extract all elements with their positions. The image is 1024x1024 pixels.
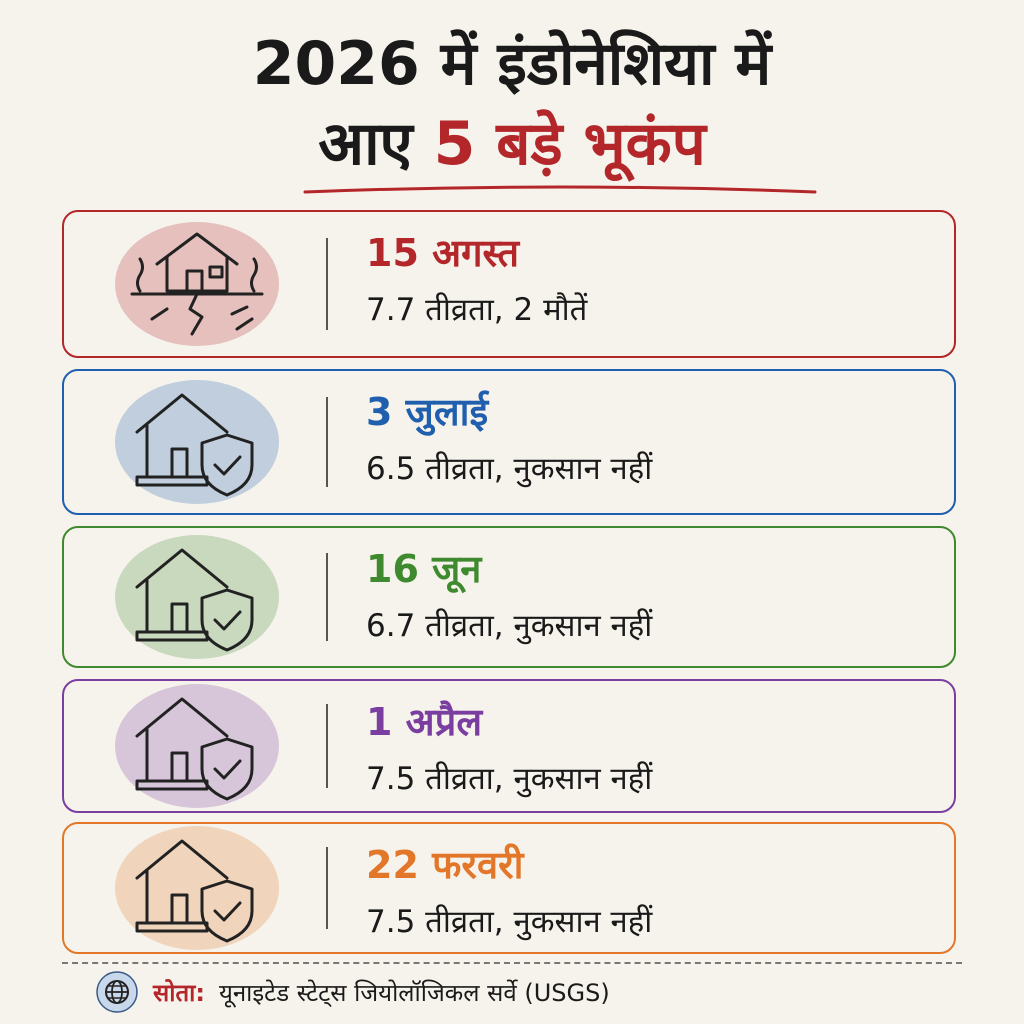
card-icon [115,380,279,504]
check [213,610,242,631]
divider [326,396,328,488]
source-text: यूनाइटेड स्टेट्स जियोलॉजिकल सर्वे (USGS) [218,978,610,1007]
divider [326,704,328,788]
card: 16 जून 6.7 तीव्रता, नुकसान नहीं [62,526,956,668]
card-detail: 6.7 तीव्रता, नुकसान नहीं [366,608,653,644]
card-detail: 7.7 तीव्रता, 2 मौतें [366,292,588,328]
card: 3 जुलाई 6.5 तीव्रता, नुकसान नहीं [62,369,956,515]
divider [326,237,328,331]
divider [326,847,328,929]
icon-bg [115,826,279,950]
card: 1 अप्रैल 7.5 तीव्रता, नुकसान नहीं [62,679,956,813]
check [213,455,242,476]
card-date: 1 अप्रैल [366,700,483,744]
house [155,232,239,293]
card: 22 फरवरी 7.5 तीव्रता, नुकसान नहीं [62,822,956,954]
card-date: 16 जून [366,547,482,591]
globe-icon [96,971,138,1013]
shield [200,588,254,652]
card-date: 22 फरवरी [366,843,524,887]
card-detail: 6.5 तीव्रता, नुकसान नहीं [366,451,653,487]
card-detail: 7.5 तीव्रता, नुकसान नहीं [366,761,653,797]
source: सोता: यूनाइटेड स्टेट्स जियोलॉजिकल सर्वे … [95,970,610,1014]
card-icon [115,222,279,346]
source-label: सोता: [153,978,205,1007]
shield [200,737,254,801]
title-underline [303,185,817,194]
divider [62,962,962,964]
house [135,839,229,933]
house [135,393,229,487]
card-icon [115,535,279,659]
title-prefix: आए [318,109,413,179]
shield [200,879,254,943]
card-icon [115,826,279,950]
title: 2026 में इंडोनेशिया में [252,29,772,99]
icon-bg [115,535,279,659]
ground-crack [130,292,264,336]
icon-bg [115,684,279,808]
house [135,548,229,642]
divider [326,552,328,642]
title-highlight: 5 बड़े भूकंप [433,109,706,179]
card-detail: 7.5 तीव्रता, नुकसान नहीं [366,904,653,940]
house [135,697,229,791]
card-date: 15 अगस्त [366,231,519,275]
shield [200,433,254,497]
card: 15 अगस्त 7.7 तीव्रता, 2 मौतें [62,210,956,358]
icon-bg [115,380,279,504]
check [213,759,242,780]
shake-lines [136,257,258,293]
card-date: 3 जुलाई [366,390,489,434]
card-icon [115,684,279,808]
check [213,901,242,922]
title: आए 5 बड़े भूकंप [0,108,1024,180]
